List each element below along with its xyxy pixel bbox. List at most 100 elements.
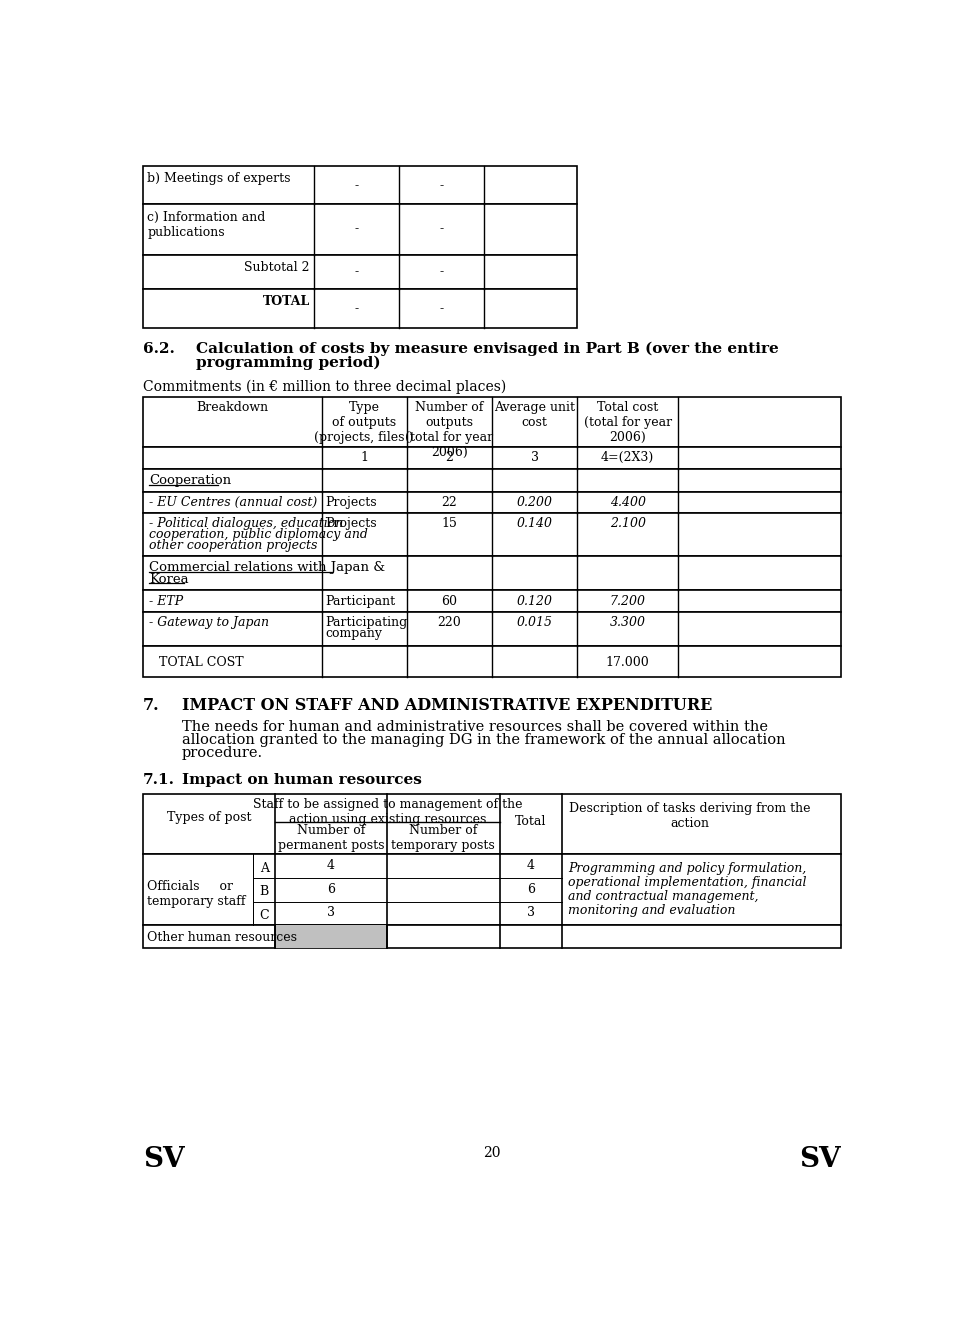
Text: 3: 3 bbox=[527, 906, 535, 919]
Text: 0.015: 0.015 bbox=[516, 616, 553, 629]
Text: 6.2.: 6.2. bbox=[143, 342, 175, 356]
Bar bbox=[143, 590, 841, 612]
Bar bbox=[143, 289, 577, 327]
Bar bbox=[275, 925, 388, 948]
Text: cooperation, public diplomacy and: cooperation, public diplomacy and bbox=[150, 528, 369, 541]
Bar bbox=[143, 794, 841, 855]
Bar bbox=[143, 492, 841, 513]
Text: company: company bbox=[325, 628, 382, 640]
Text: Programming and policy formulation,: Programming and policy formulation, bbox=[568, 863, 806, 874]
Text: 0.140: 0.140 bbox=[516, 517, 553, 530]
Bar bbox=[143, 204, 577, 255]
Text: Staff to be assigned to management of the
action using existing resources: Staff to be assigned to management of th… bbox=[252, 798, 522, 826]
Text: 2: 2 bbox=[445, 451, 453, 464]
Text: Number of
outputs
(total for year
2006): Number of outputs (total for year 2006) bbox=[405, 401, 493, 459]
Text: Number of
permanent posts: Number of permanent posts bbox=[277, 824, 384, 852]
Text: Commercial relations with Japan &: Commercial relations with Japan & bbox=[150, 561, 386, 574]
Text: 3.300: 3.300 bbox=[610, 616, 646, 629]
Text: 15: 15 bbox=[442, 517, 457, 530]
Text: Projects: Projects bbox=[325, 517, 377, 530]
Text: allocation granted to the managing DG in the framework of the annual allocation: allocation granted to the managing DG in… bbox=[182, 732, 785, 747]
Text: - Political dialogues, education: - Political dialogues, education bbox=[150, 517, 344, 530]
Text: A: A bbox=[259, 861, 269, 874]
Text: Breakdown: Breakdown bbox=[196, 401, 269, 414]
Text: SV: SV bbox=[143, 1146, 185, 1173]
Text: Cooperation: Cooperation bbox=[150, 474, 231, 487]
Text: 7.: 7. bbox=[143, 696, 160, 714]
Text: Types of post: Types of post bbox=[167, 811, 252, 824]
Text: 3: 3 bbox=[326, 906, 335, 919]
Text: -: - bbox=[440, 302, 444, 315]
Text: -: - bbox=[440, 265, 444, 278]
Text: 20: 20 bbox=[483, 1146, 501, 1161]
Text: 4.400: 4.400 bbox=[610, 496, 646, 509]
Text: 0.120: 0.120 bbox=[516, 595, 553, 608]
Text: 4: 4 bbox=[527, 859, 535, 872]
Text: Officials     or
temporary staff: Officials or temporary staff bbox=[147, 880, 246, 907]
Bar bbox=[143, 855, 841, 925]
Text: Participant: Participant bbox=[325, 595, 396, 608]
Text: 6: 6 bbox=[527, 882, 535, 896]
Text: b) Meetings of experts: b) Meetings of experts bbox=[147, 173, 291, 185]
Text: 6: 6 bbox=[326, 882, 335, 896]
Text: Description of tasks deriving from the
action: Description of tasks deriving from the a… bbox=[569, 802, 810, 830]
Text: 7.1.: 7.1. bbox=[143, 773, 176, 786]
Text: -: - bbox=[440, 223, 444, 236]
Text: 60: 60 bbox=[442, 595, 457, 608]
Text: TOTAL COST: TOTAL COST bbox=[158, 656, 244, 669]
Text: Total: Total bbox=[516, 815, 546, 828]
Text: Calculation of costs by measure envisaged in Part B (over the entire: Calculation of costs by measure envisage… bbox=[196, 342, 779, 356]
Text: TOTAL: TOTAL bbox=[263, 295, 310, 309]
Bar bbox=[143, 513, 841, 555]
Bar bbox=[143, 255, 577, 289]
Text: 22: 22 bbox=[442, 496, 457, 509]
Text: Impact on human resources: Impact on human resources bbox=[182, 773, 421, 786]
Text: - Gateway to Japan: - Gateway to Japan bbox=[150, 616, 270, 629]
Bar bbox=[143, 468, 841, 492]
Text: 220: 220 bbox=[438, 616, 461, 629]
Text: - ETP: - ETP bbox=[150, 595, 183, 608]
Bar bbox=[143, 447, 841, 468]
Text: monitoring and evaluation: monitoring and evaluation bbox=[568, 904, 735, 917]
Text: programming period): programming period) bbox=[196, 355, 380, 369]
Text: - EU Centres (annual cost): - EU Centres (annual cost) bbox=[150, 496, 318, 509]
Text: Participating: Participating bbox=[325, 616, 408, 629]
Text: 1: 1 bbox=[360, 451, 368, 464]
Text: Total cost
(total for year
2006): Total cost (total for year 2006) bbox=[584, 401, 672, 443]
Text: and contractual management,: and contractual management, bbox=[568, 890, 758, 902]
Text: 4: 4 bbox=[326, 859, 335, 872]
Text: Commitments (in € million to three decimal places): Commitments (in € million to three decim… bbox=[143, 380, 507, 394]
Text: IMPACT ON STAFF AND ADMINISTRATIVE EXPENDITURE: IMPACT ON STAFF AND ADMINISTRATIVE EXPEN… bbox=[182, 696, 712, 714]
Text: 17.000: 17.000 bbox=[606, 656, 650, 669]
Text: operational implementation, financial: operational implementation, financial bbox=[568, 876, 806, 889]
Text: -: - bbox=[354, 265, 358, 278]
Bar bbox=[143, 612, 841, 646]
Text: SV: SV bbox=[799, 1146, 841, 1173]
Text: 2.100: 2.100 bbox=[610, 517, 646, 530]
Text: Subtotal 2: Subtotal 2 bbox=[245, 261, 310, 273]
Text: Number of
temporary posts: Number of temporary posts bbox=[392, 824, 495, 852]
Text: -: - bbox=[440, 179, 444, 191]
Text: -: - bbox=[354, 223, 358, 236]
Text: other cooperation projects: other cooperation projects bbox=[150, 538, 318, 551]
Text: B: B bbox=[259, 885, 269, 898]
Bar bbox=[143, 555, 841, 590]
Text: Other human resources: Other human resources bbox=[147, 931, 298, 943]
Text: 4=(2X3): 4=(2X3) bbox=[601, 451, 655, 464]
Text: Average unit
cost: Average unit cost bbox=[494, 401, 575, 429]
Text: Projects: Projects bbox=[325, 496, 377, 509]
Text: 7.200: 7.200 bbox=[610, 595, 646, 608]
Text: C: C bbox=[259, 909, 269, 922]
Text: -: - bbox=[354, 302, 358, 315]
Text: c) Information and
publications: c) Information and publications bbox=[147, 211, 266, 239]
Text: 0.200: 0.200 bbox=[516, 496, 553, 509]
Bar bbox=[143, 646, 841, 677]
Text: The needs for human and administrative resources shall be covered within the: The needs for human and administrative r… bbox=[182, 720, 768, 733]
Bar bbox=[143, 166, 577, 204]
Bar bbox=[143, 397, 841, 447]
Text: Korea: Korea bbox=[150, 572, 189, 586]
Bar bbox=[143, 925, 841, 948]
Text: procedure.: procedure. bbox=[182, 745, 263, 760]
Text: 3: 3 bbox=[531, 451, 539, 464]
Text: Type
of outputs
(projects, files ): Type of outputs (projects, files ) bbox=[315, 401, 414, 443]
